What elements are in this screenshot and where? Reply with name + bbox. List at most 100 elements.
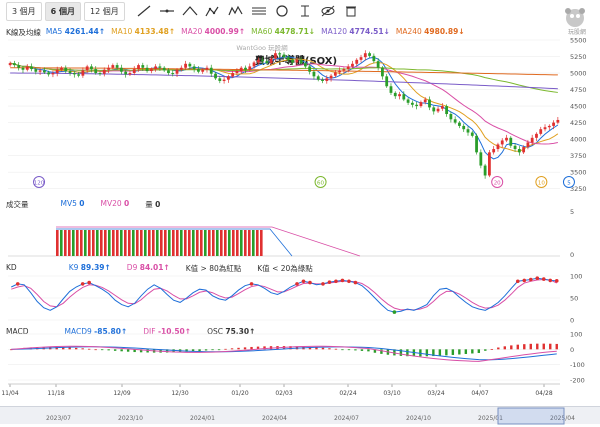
candle-body [368, 53, 371, 56]
volume-bar [192, 230, 195, 256]
macd-osc-bar [87, 348, 91, 350]
macd-osc-bar [425, 349, 429, 357]
line-tool-icon[interactable] [134, 3, 154, 19]
candle-body [34, 69, 38, 72]
zigzag-tool-icon[interactable] [180, 3, 200, 19]
volume-bar [244, 230, 247, 256]
volume-bar [232, 230, 235, 256]
candle-body [179, 67, 183, 70]
candle-body [175, 69, 179, 74]
navigator-selection[interactable] [497, 407, 565, 425]
macd-legend-item-0: MACD9 -85.80↑ [64, 327, 128, 336]
candle-body [329, 75, 333, 79]
ma-badge-120 [33, 176, 46, 188]
timeline-navigator[interactable]: 2023/07 2023/10 2024/01 2024/04 2024/07 2024/… [0, 406, 600, 425]
kd-overbought-dot [327, 280, 332, 284]
candle-body [440, 106, 444, 109]
candle-body [137, 65, 140, 70]
candle-body [496, 144, 500, 150]
candle-body [419, 102, 423, 107]
candle-body [359, 57, 363, 60]
candle-body [141, 65, 145, 68]
wave-tool-icon[interactable] [226, 3, 246, 19]
candle-body [299, 59, 303, 64]
candle-body [445, 106, 449, 115]
main-legend: K線及均線 MA5 4261.44↑ MA10 4133.48↑ MA20 4000… [6, 27, 471, 38]
macd-osc-bar [81, 348, 84, 350]
trash-icon[interactable] [341, 3, 361, 19]
price-tick-label: 3750 [570, 152, 587, 160]
kd-overbought-dot [554, 279, 559, 283]
macd-osc-bar [510, 345, 513, 350]
price-tick-label: 4500 [570, 103, 587, 111]
mv20-line [56, 226, 361, 257]
kd-overbought-dot [334, 279, 338, 284]
candle-body [428, 99, 431, 108]
navigator-label: 2024/04 [262, 415, 287, 422]
volume-bar [68, 230, 71, 256]
macd-osc-bar [126, 349, 130, 352]
ma-legend-item-0: MA5 4261.44↑ [45, 27, 106, 36]
candle-body [381, 67, 384, 77]
circle-tool-icon[interactable] [272, 3, 292, 19]
candle-body [21, 67, 25, 70]
macd-osc-bar [347, 349, 351, 351]
navigator-label: 2023/07 [46, 415, 71, 422]
navigator-label: 2024/07 [334, 415, 359, 422]
ma-legend-item-1: MA10 4133.48↑ [111, 27, 176, 36]
macd-osc-bar [451, 349, 455, 355]
macd-osc-bar [393, 349, 396, 356]
candle-body [85, 66, 89, 71]
candle-body [25, 66, 29, 70]
candle-body [201, 69, 205, 72]
macd-osc-bar [477, 349, 481, 353]
volume-bar [220, 230, 223, 256]
navigator-label: 2025/01 [478, 415, 503, 422]
volume-bar [176, 230, 179, 256]
macd-osc-bar [230, 348, 234, 350]
candle-body [295, 59, 299, 63]
macd9-line [11, 346, 557, 361]
kd-oversold-dot [392, 310, 397, 314]
measure-tool-icon[interactable] [295, 3, 315, 19]
period-12m-button[interactable]: 12 個月 [84, 1, 125, 21]
candle-body [372, 55, 376, 62]
main-legend-label: K線及均線 [6, 28, 41, 37]
volume-bar [76, 230, 79, 256]
volume-bar [72, 230, 75, 256]
vol-legend-item-1: MV20 0 [100, 199, 130, 208]
macd-osc-bar [243, 347, 247, 350]
hline-tool-icon[interactable] [157, 3, 177, 19]
ma-badge-10 [535, 176, 548, 188]
candle-body [8, 63, 12, 66]
x-tick-label: 03/10 [383, 390, 400, 397]
price-tick-label: 3500 [570, 169, 587, 177]
chart-canvas[interactable]: 3250350037504000425045004750500052505500… [0, 0, 600, 406]
kd-tick-label: 100 [570, 273, 582, 281]
pattern-tool-icon[interactable] [203, 3, 223, 19]
kd-k-line [11, 277, 557, 313]
x-tick-label: 02/03 [275, 390, 292, 397]
candle-body [363, 53, 367, 58]
candle-body [235, 71, 239, 74]
candle-body [462, 125, 466, 130]
candle-body [149, 69, 153, 72]
candle-body [338, 70, 342, 73]
candle-body [483, 165, 487, 176]
macd-osc-bar [263, 346, 266, 350]
volume-bar [140, 230, 143, 256]
candle-body [261, 59, 265, 62]
candle-body [505, 137, 508, 141]
candle-body [214, 73, 217, 79]
macd-osc-bar [503, 346, 506, 350]
eye-off-icon[interactable] [318, 3, 338, 19]
period-3m-button[interactable]: 3 個月 [6, 1, 42, 21]
macd-legend: MACD MACD9 -85.80↑ DIF -10.50↑ OSC 75.30↑ [6, 327, 261, 336]
ma10-line [10, 58, 559, 152]
fib-tool-icon[interactable] [249, 3, 269, 19]
macd-osc-bar [497, 347, 500, 350]
vol-legend-item-2: 量 0 [145, 200, 161, 209]
volume-bar [204, 230, 207, 256]
volume-bar [212, 230, 215, 256]
period-6m-button[interactable]: 6 個月 [44, 1, 81, 21]
